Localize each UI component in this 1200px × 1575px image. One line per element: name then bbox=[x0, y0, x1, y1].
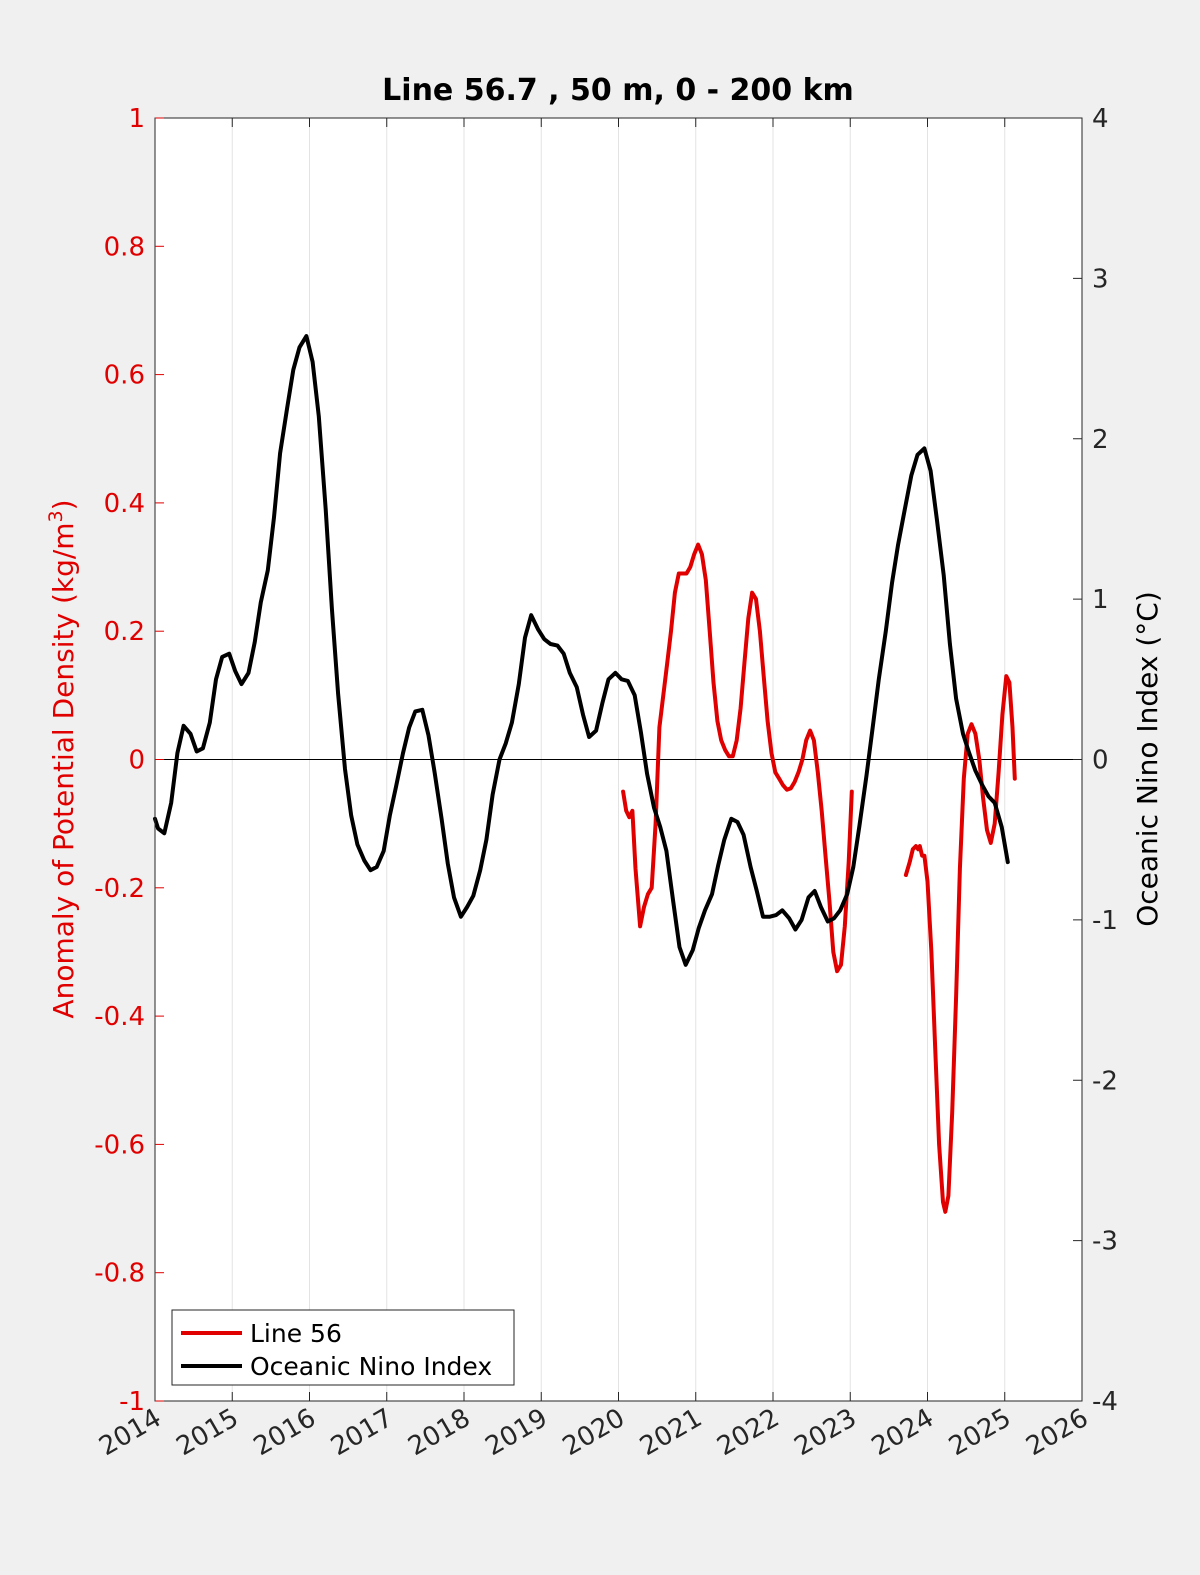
y-left-tick-label: 1 bbox=[128, 104, 145, 134]
y-left-tick-label: 0.6 bbox=[104, 361, 145, 391]
x-tick-label: 2019 bbox=[480, 1403, 552, 1462]
x-tick-label: 2021 bbox=[635, 1403, 707, 1462]
x-tick-label: 2023 bbox=[789, 1403, 861, 1462]
y-left-tick-label: -0.4 bbox=[94, 1002, 145, 1032]
x-tick-label: 2022 bbox=[712, 1403, 784, 1462]
legend-box bbox=[171, 1309, 515, 1386]
x-tick-label: 2018 bbox=[403, 1403, 475, 1462]
y-right-tick-label: -1 bbox=[1092, 906, 1118, 936]
y-right-tick-label: -2 bbox=[1092, 1066, 1118, 1096]
y-left-tick-label: -0.6 bbox=[94, 1130, 145, 1160]
x-tick-label: 2015 bbox=[171, 1403, 243, 1462]
y-right-tick-label: 1 bbox=[1092, 585, 1109, 615]
y-left-tick-label: -0.8 bbox=[94, 1259, 145, 1289]
x-tick-label: 2025 bbox=[944, 1403, 1016, 1462]
series-layer bbox=[153, 334, 1017, 1214]
chart-title: Line 56.7 , 50 m, 0 - 200 km bbox=[382, 73, 854, 108]
y-left-tick-label: 0.4 bbox=[104, 489, 145, 519]
y-axis-right: -4 -3 -2 -1 0 1 2 3 4 bbox=[1073, 104, 1118, 1417]
y-right-tick-label: 2 bbox=[1092, 425, 1109, 455]
x-tick-label: 2026 bbox=[1021, 1403, 1093, 1462]
y-left-tick-label: 0 bbox=[128, 746, 145, 776]
y-left-tick-label: 0.8 bbox=[104, 232, 145, 262]
y-left-tick-label: 0.2 bbox=[104, 617, 145, 647]
y-left-tick-label: -0.2 bbox=[94, 874, 145, 904]
legend-label-oni: Oceanic Nino Index bbox=[250, 1352, 492, 1381]
y-right-tick-label: 0 bbox=[1092, 746, 1109, 776]
y-right-tick-label: 3 bbox=[1092, 264, 1109, 294]
x-tick-label: 2020 bbox=[558, 1403, 630, 1462]
x-tick-label: 2017 bbox=[326, 1403, 398, 1462]
oni-series-segment-1 bbox=[153, 334, 1010, 967]
x-tick-label: 2016 bbox=[249, 1403, 321, 1462]
x-tick-label: 2024 bbox=[867, 1403, 939, 1462]
y-axis-left-label-superscript: 3 bbox=[45, 510, 67, 522]
y-right-tick-label: -4 bbox=[1092, 1387, 1118, 1417]
y-axis-left-label-text: Anomaly of Potential Density (kg/m bbox=[47, 522, 80, 1018]
y-right-tick-label: 4 bbox=[1092, 104, 1109, 134]
legend: Line 56 Oceanic Nino Index bbox=[171, 1309, 515, 1386]
y-axis-right-label: Oceanic Nino Index (°C) bbox=[1131, 591, 1164, 927]
y-right-tick-label: -3 bbox=[1092, 1227, 1118, 1257]
line-56-series-segment-1 bbox=[621, 542, 854, 974]
y-axis-left-label: Anomaly of Potential Density (kg/m3) bbox=[45, 499, 80, 1018]
line-56-series-segment-2 bbox=[903, 674, 1017, 1214]
y-axis-left-label-close: ) bbox=[47, 499, 80, 510]
y-left-tick-label: -1 bbox=[119, 1387, 145, 1417]
legend-label-line-56: Line 56 bbox=[250, 1319, 342, 1348]
y-axis-left: -1 -0.8 -0.6 -0.4 -0.2 0 0.2 0.4 0.6 0.8 1 bbox=[94, 104, 164, 1417]
